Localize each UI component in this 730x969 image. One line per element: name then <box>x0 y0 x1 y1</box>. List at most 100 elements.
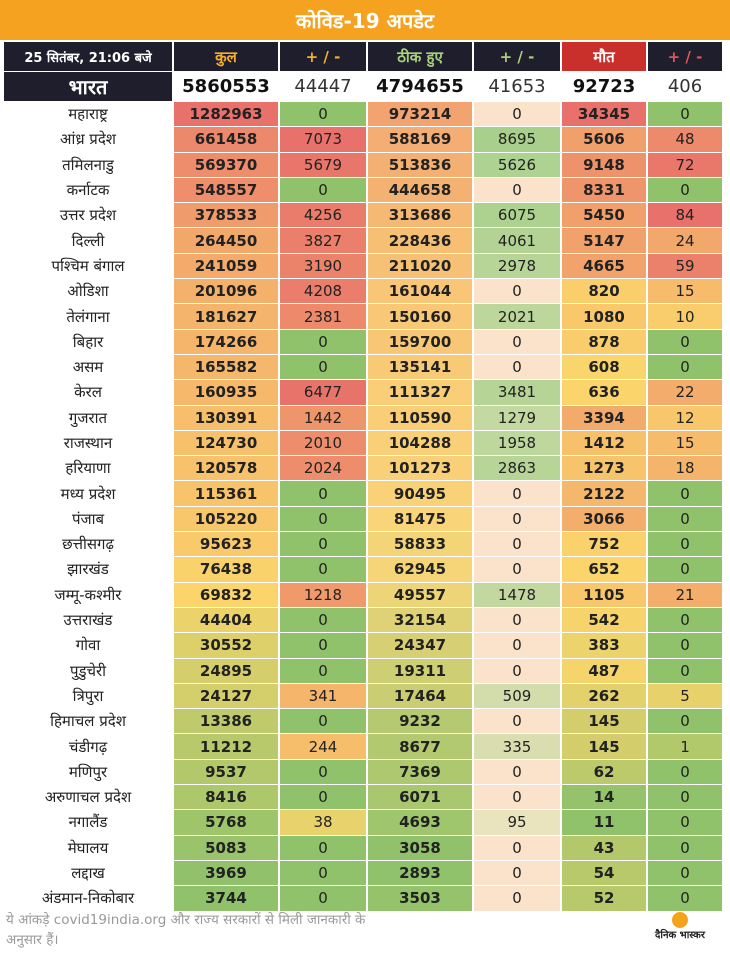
state-delta-deaths: 0 <box>648 607 722 634</box>
header-recovered: ठीक हुए <box>368 42 474 72</box>
state-deaths: 2122 <box>562 481 648 507</box>
state-delta-deaths: 24 <box>648 228 722 254</box>
state-deaths: 4665 <box>562 253 648 280</box>
india-recovered: 4794655 <box>368 72 474 102</box>
state-total: 160935 <box>174 380 280 406</box>
state-total: 8416 <box>174 785 280 811</box>
state-delta-total: 0 <box>280 759 368 786</box>
state-recovered: 24347 <box>368 633 474 659</box>
logo-text: दैनिक भास्कर <box>655 930 705 941</box>
state-deaths: 1080 <box>562 304 648 330</box>
state-recovered: 58833 <box>368 532 474 558</box>
state-delta-deaths: 0 <box>648 835 722 861</box>
state-delta-total: 1442 <box>280 405 368 431</box>
state-recovered: 8677 <box>368 734 474 760</box>
header-delta-deaths: + / - <box>648 42 722 72</box>
state-name: पंजाब <box>4 506 174 533</box>
state-delta-recovered: 8695 <box>474 127 562 153</box>
state-name: मणिपुर <box>4 759 174 786</box>
state-deaths: 383 <box>562 633 648 659</box>
state-delta-total: 2381 <box>280 304 368 330</box>
state-deaths: 3066 <box>562 506 648 533</box>
state-recovered: 3058 <box>368 835 474 861</box>
state-deaths: 1412 <box>562 430 648 457</box>
state-delta-total: 0 <box>280 481 368 507</box>
state-name: जम्मू-कश्मीर <box>4 582 174 608</box>
table-row: दिल्ली 264450 3827 228436 4061 5147 24 <box>4 228 722 254</box>
state-recovered: 513836 <box>368 152 474 178</box>
table-row: असम 165582 0 135141 0 608 0 <box>4 354 722 381</box>
state-delta-recovered: 2021 <box>474 304 562 330</box>
state-delta-recovered: 0 <box>474 709 562 735</box>
state-delta-recovered: 0 <box>474 354 562 381</box>
state-deaths: 54 <box>562 860 648 887</box>
state-recovered: 7369 <box>368 759 474 786</box>
state-name: मध्य प्रदेश <box>4 481 174 507</box>
state-delta-recovered: 0 <box>474 279 562 305</box>
state-recovered: 111327 <box>368 380 474 406</box>
state-name: कर्नाटक <box>4 177 174 204</box>
state-delta-total: 0 <box>280 860 368 887</box>
table-header: 25 सितंबर, 21:06 बजे कुल + / - ठीक हुए +… <box>4 42 722 72</box>
state-delta-recovered: 0 <box>474 785 562 811</box>
state-delta-deaths: 0 <box>648 532 722 558</box>
state-recovered: 81475 <box>368 506 474 533</box>
state-total: 115361 <box>174 481 280 507</box>
state-delta-deaths: 48 <box>648 127 722 153</box>
state-total: 95623 <box>174 532 280 558</box>
state-delta-deaths: 72 <box>648 152 722 178</box>
state-deaths: 752 <box>562 532 648 558</box>
state-total: 13386 <box>174 709 280 735</box>
state-total: 165582 <box>174 354 280 381</box>
state-delta-total: 0 <box>280 354 368 381</box>
state-deaths: 5147 <box>562 228 648 254</box>
state-delta-recovered: 0 <box>474 532 562 558</box>
state-delta-recovered: 1478 <box>474 582 562 608</box>
state-delta-deaths: 21 <box>648 582 722 608</box>
state-delta-recovered: 2863 <box>474 456 562 482</box>
state-delta-total: 0 <box>280 785 368 811</box>
state-delta-recovered: 4061 <box>474 228 562 254</box>
state-recovered: 19311 <box>368 658 474 684</box>
state-total: 69832 <box>174 582 280 608</box>
state-delta-deaths: 0 <box>648 354 722 381</box>
state-delta-deaths: 84 <box>648 203 722 229</box>
state-delta-total: 38 <box>280 810 368 836</box>
state-delta-recovered: 1958 <box>474 430 562 457</box>
state-delta-total: 5679 <box>280 152 368 178</box>
state-name: लद्दाख <box>4 860 174 887</box>
state-delta-total: 7073 <box>280 127 368 153</box>
state-name: हिमाचल प्रदेश <box>4 709 174 735</box>
state-delta-total: 6477 <box>280 380 368 406</box>
sun-icon <box>672 912 688 928</box>
state-deaths: 14 <box>562 785 648 811</box>
india-total: 5860553 <box>174 72 280 102</box>
state-total: 661458 <box>174 127 280 153</box>
state-total: 30552 <box>174 633 280 659</box>
state-recovered: 588169 <box>368 127 474 153</box>
state-deaths: 5606 <box>562 127 648 153</box>
table-row: त्रिपुरा 24127 341 17464 509 262 5 <box>4 683 722 710</box>
state-recovered: 110590 <box>368 405 474 431</box>
state-total: 3744 <box>174 886 280 912</box>
state-name: महाराष्ट्र <box>4 102 174 128</box>
india-delta-recovered: 41653 <box>474 72 562 102</box>
state-delta-deaths: 12 <box>648 405 722 431</box>
table-row: हिमाचल प्रदेश 13386 0 9232 0 145 0 <box>4 709 722 735</box>
table-row: छत्तीसगढ़ 95623 0 58833 0 752 0 <box>4 532 722 558</box>
state-recovered: 6071 <box>368 785 474 811</box>
state-total: 9537 <box>174 759 280 786</box>
table-row: गुजरात 130391 1442 110590 1279 3394 12 <box>4 405 722 431</box>
state-deaths: 145 <box>562 734 648 760</box>
state-total: 181627 <box>174 304 280 330</box>
state-deaths: 542 <box>562 607 648 634</box>
table-row: उत्तराखंड 44404 0 32154 0 542 0 <box>4 607 722 634</box>
state-delta-total: 0 <box>280 557 368 583</box>
state-name: झारखंड <box>4 557 174 583</box>
state-delta-recovered: 0 <box>474 633 562 659</box>
state-recovered: 4693 <box>368 810 474 836</box>
state-delta-deaths: 18 <box>648 456 722 482</box>
state-total: 378533 <box>174 203 280 229</box>
state-name: गुजरात <box>4 405 174 431</box>
state-delta-deaths: 59 <box>648 253 722 280</box>
